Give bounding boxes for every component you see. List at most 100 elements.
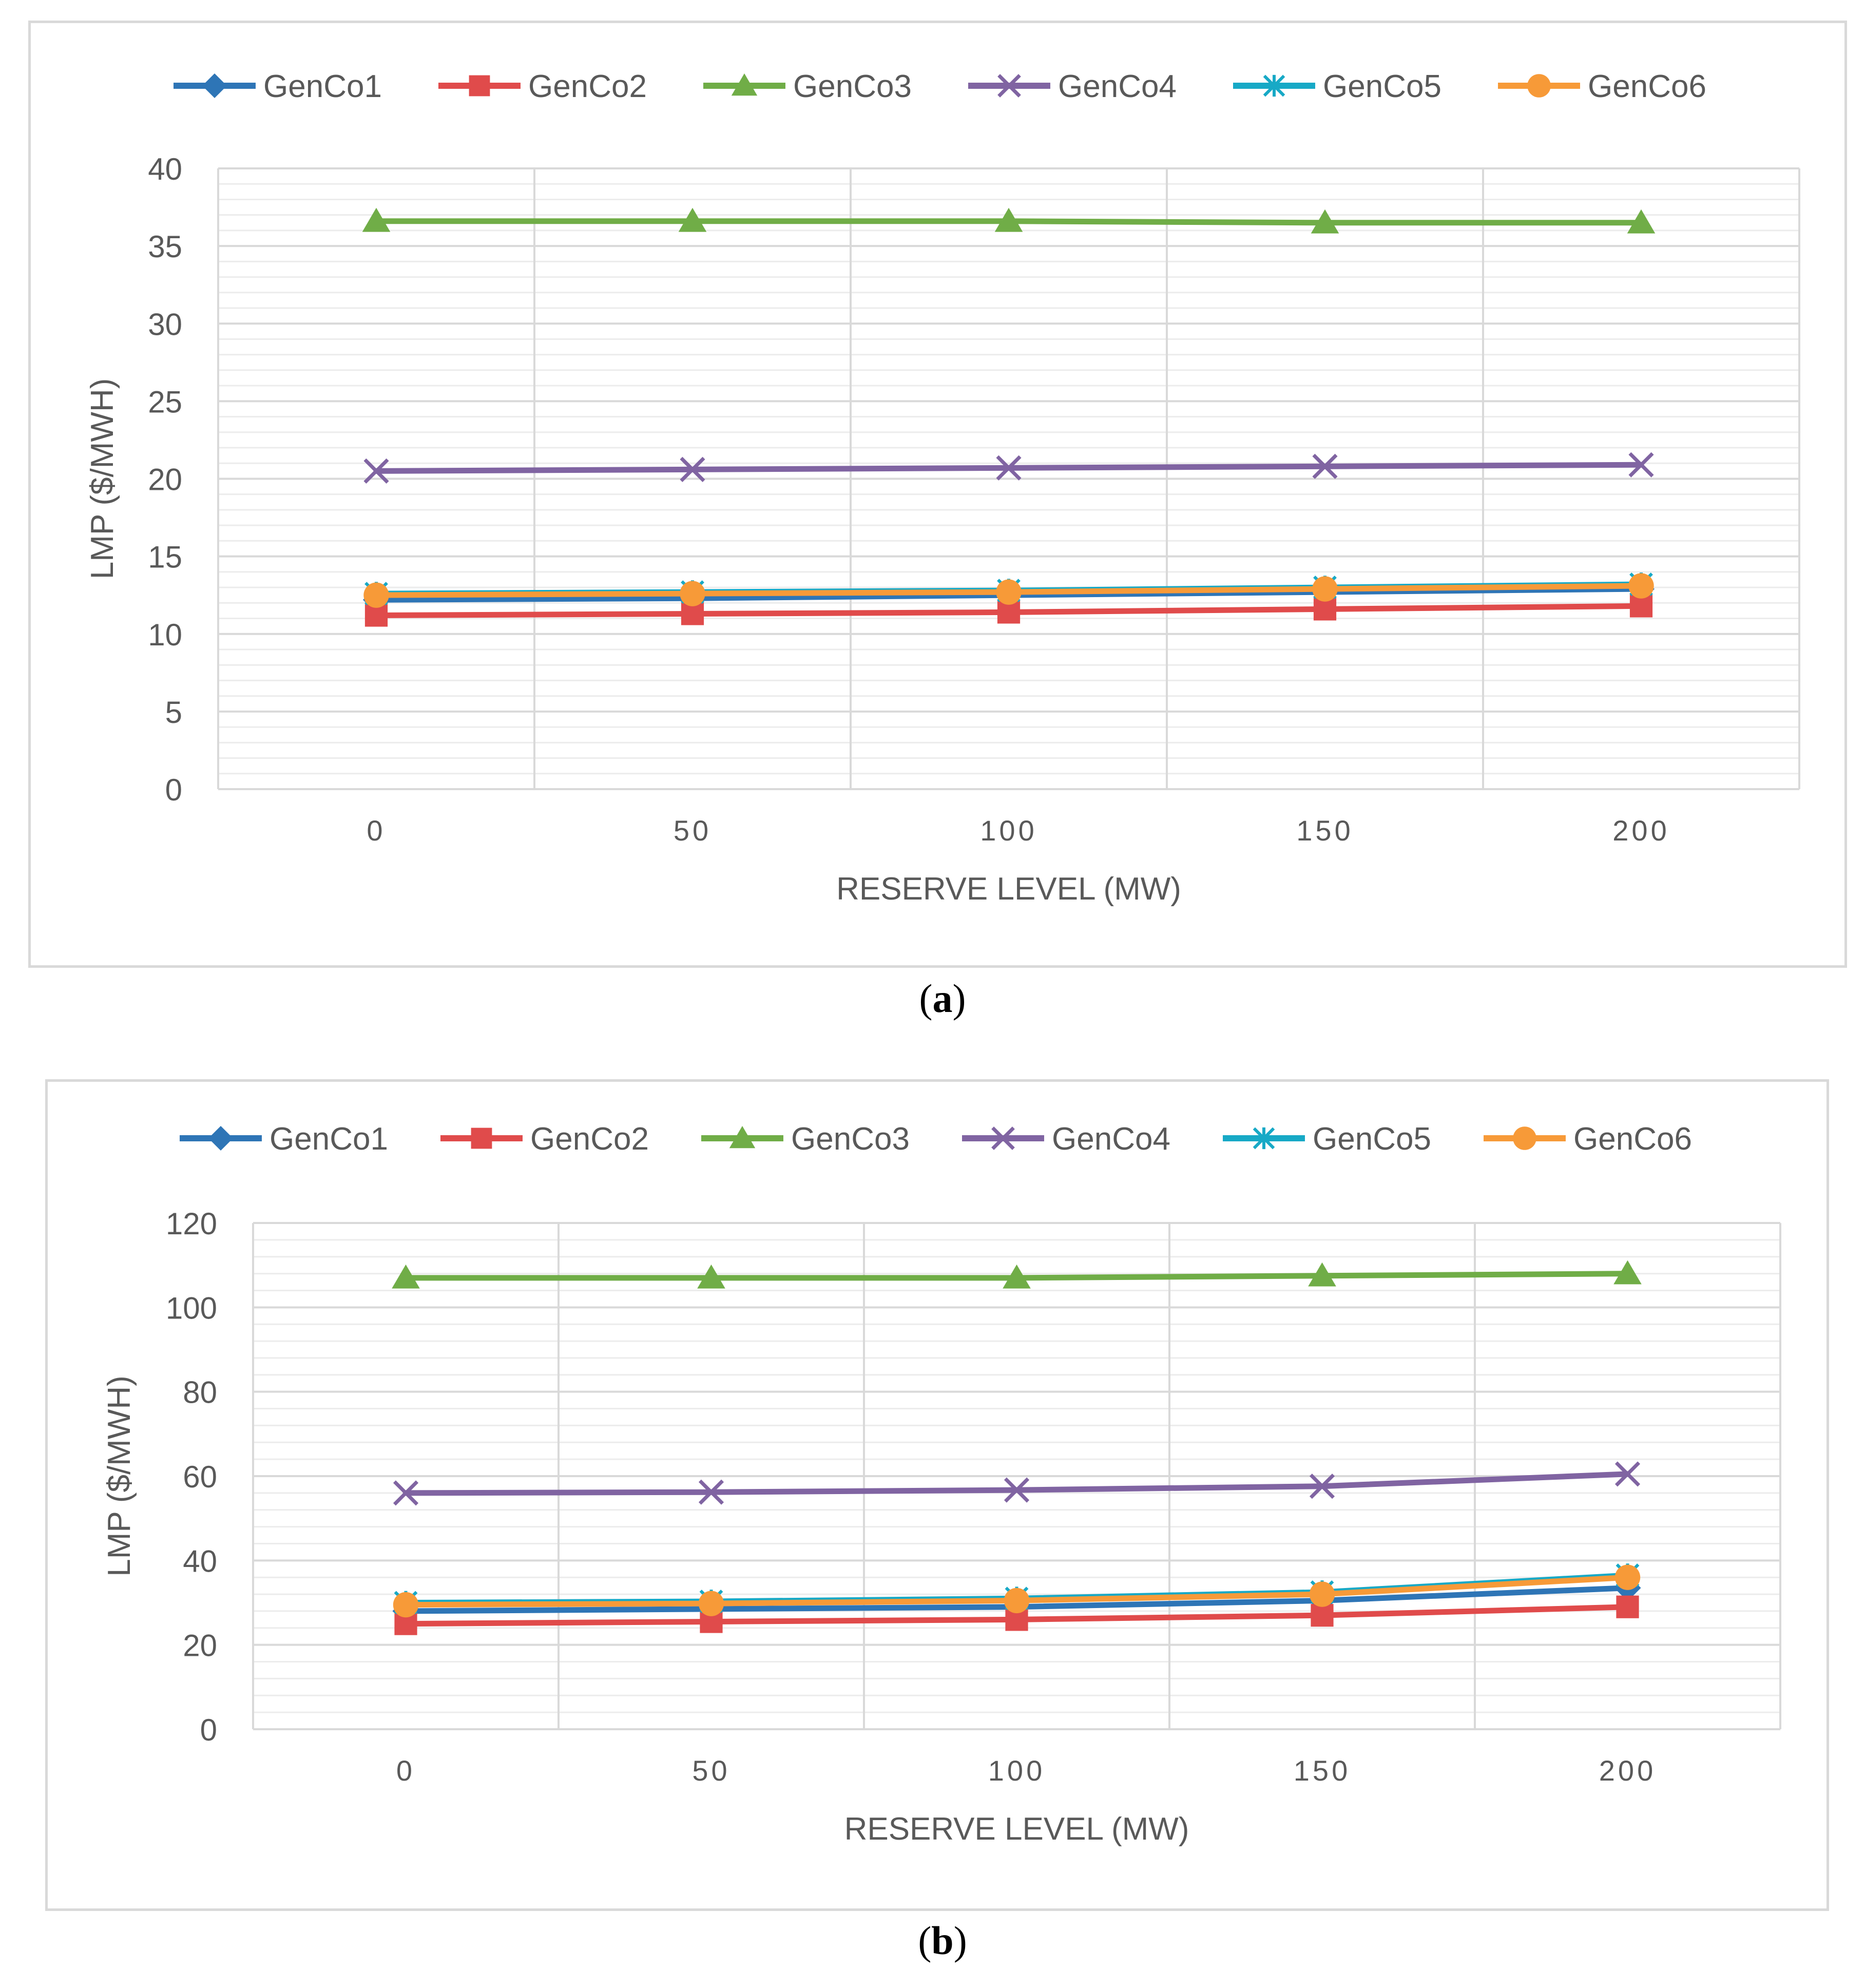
legend-label-genco6: GenCo6 [1573, 1121, 1692, 1157]
x-tick-label: 200 [1599, 1754, 1656, 1787]
data-point-genco6 [698, 1591, 724, 1616]
legend-label-genco1: GenCo1 [263, 69, 382, 104]
legend-marker-genco3 [731, 73, 758, 96]
legend-label-genco5: GenCo5 [1323, 69, 1441, 104]
x-axis-label: RESERVE LEVEL (MW) [844, 1811, 1189, 1847]
chart-a: 0 5 10 15 20 25 30 35 40 0 50 100 150 200 RESERVE LEVE… [85, 69, 1800, 907]
y-tick-label: 20 [148, 463, 182, 497]
y-axis-label: LMP ($/MWH) [102, 1375, 137, 1577]
y-tick-label: 5 [165, 695, 182, 730]
y-tick-label: 15 [148, 540, 182, 575]
data-point-genco4 [698, 1479, 724, 1505]
legend-marker-genco4 [997, 74, 1021, 98]
chart-panel-b: 0 20 40 60 80 100 120 0 50 100 150 200 RESERVE LEVEL… [45, 1079, 1829, 1911]
y-tick-label: 0 [165, 773, 182, 807]
data-point-genco3 [1308, 1262, 1336, 1287]
legend-item-genco4: GenCo4 [968, 69, 1177, 104]
y-tick-label: 25 [148, 385, 182, 419]
y-tick-label: 60 [183, 1460, 217, 1494]
x-tick-label: 0 [367, 814, 386, 847]
legend-marker-genco1 [202, 73, 227, 98]
legend-item-genco1: GenCo1 [174, 69, 382, 104]
y-tick-label: 35 [148, 230, 182, 264]
series-group [362, 207, 1656, 627]
legend-label-genco1: GenCo1 [270, 1121, 388, 1157]
data-point-genco3 [678, 207, 707, 232]
data-point-genco6 [1004, 1588, 1030, 1614]
data-point-genco4 [1309, 1474, 1335, 1499]
y-tick-label: 10 [148, 618, 182, 652]
data-point-genco6 [996, 579, 1022, 605]
x-tick-label: 100 [980, 814, 1037, 847]
legend-item-genco2: GenCo2 [440, 1121, 649, 1157]
legend-item-genco3: GenCo3 [701, 1121, 910, 1157]
legend-label-genco5: GenCo5 [1313, 1121, 1431, 1157]
data-point-genco4 [1628, 452, 1654, 477]
caption-a-label: a [932, 976, 953, 1021]
legend-item-genco5: GenCo5 [1233, 69, 1441, 104]
y-tick-label: 100 [166, 1291, 217, 1325]
data-point-genco2 [1616, 1595, 1639, 1618]
legend-marker-genco6 [1513, 1126, 1536, 1150]
y-axis-label: LMP ($/MWH) [85, 378, 120, 580]
data-point-genco6 [393, 1592, 419, 1618]
legend-marker-genco2 [469, 75, 490, 97]
legend-marker-genco6 [1527, 74, 1551, 98]
y-tick-label: 40 [183, 1544, 217, 1578]
data-point-genco4 [1614, 1461, 1641, 1487]
data-point-genco3 [697, 1264, 725, 1289]
data-point-genco6 [1628, 573, 1654, 599]
data-point-genco6 [1614, 1564, 1641, 1590]
data-point-genco3 [1613, 1260, 1642, 1285]
chart-b: 0 20 40 60 80 100 120 0 50 100 150 200 RESERVE LEVEL… [102, 1121, 1781, 1847]
legend-label-genco6: GenCo6 [1588, 69, 1706, 104]
legend-marker-genco5 [1263, 74, 1285, 97]
chart-panel-a: 0 5 10 15 20 25 30 35 40 0 50 100 150 200 RESERVE LEVE… [28, 21, 1847, 968]
legend-label-genco3: GenCo3 [793, 69, 912, 104]
legend-item-genco1: GenCo1 [180, 1121, 388, 1157]
caption-a: (a) [919, 976, 966, 1021]
data-point-genco4 [363, 458, 389, 484]
legend-item-genco6: GenCo6 [1498, 69, 1706, 104]
legend-item-genco4: GenCo4 [962, 1121, 1170, 1157]
legend: GenCo1 GenCo2 GenCo3 GenCo4 GenCo5 GenCo6 [180, 1121, 1692, 1157]
legend-item-genco2: GenCo2 [438, 69, 647, 104]
y-tick-label: 120 [166, 1207, 217, 1241]
data-point-genco6 [1312, 576, 1338, 602]
legend-label-genco4: GenCo4 [1052, 1121, 1170, 1157]
legend: GenCo1 GenCo2 GenCo3 GenCo4 GenCo5 GenCo6 [174, 69, 1706, 104]
data-point-genco3 [994, 207, 1023, 232]
y-tick-label: 30 [148, 307, 182, 341]
x-tick-label: 150 [1294, 1754, 1351, 1787]
data-point-genco6 [1309, 1581, 1335, 1607]
legend-label-genco4: GenCo4 [1058, 69, 1177, 104]
legend-label-genco2: GenCo2 [528, 69, 647, 104]
data-point-genco3 [1003, 1264, 1031, 1289]
caption-b: (b) [918, 1918, 967, 1963]
legend-item-genco6: GenCo6 [1484, 1121, 1692, 1157]
x-axis-label: RESERVE LEVEL (MW) [836, 871, 1181, 907]
data-point-genco3 [392, 1264, 420, 1289]
series-group [392, 1260, 1642, 1635]
data-point-genco2 [1311, 1604, 1334, 1627]
y-tick-label: 40 [148, 152, 182, 186]
legend-item-genco3: GenCo3 [703, 69, 912, 104]
x-tick-label: 200 [1612, 814, 1669, 847]
data-point-genco4 [996, 455, 1022, 481]
data-point-genco4 [1004, 1477, 1030, 1503]
data-point-genco3 [362, 207, 391, 232]
data-point-genco3 [1311, 209, 1339, 234]
legend-marker-genco2 [471, 1127, 492, 1149]
legend-marker-genco3 [729, 1126, 756, 1149]
y-tick-label: 20 [183, 1629, 217, 1663]
y-tick-label: 80 [183, 1375, 217, 1410]
data-point-genco6 [680, 581, 705, 606]
legend-label-genco2: GenCo2 [530, 1121, 649, 1157]
data-point-genco4 [393, 1480, 419, 1506]
data-point-genco4 [680, 456, 705, 482]
x-tick-label: 150 [1296, 814, 1353, 847]
x-tick-label: 0 [396, 1754, 415, 1787]
legend-item-genco5: GenCo5 [1223, 1121, 1431, 1157]
gridlines [217, 167, 1800, 790]
caption-b-label: b [931, 1918, 954, 1963]
